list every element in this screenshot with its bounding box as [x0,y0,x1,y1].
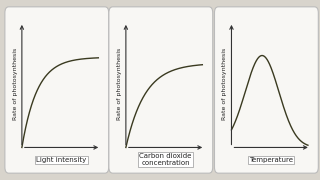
Text: Carbon dioxide
concentration: Carbon dioxide concentration [139,153,192,166]
FancyBboxPatch shape [109,7,213,173]
FancyBboxPatch shape [5,7,109,173]
Text: Rate of photosynthesis: Rate of photosynthesis [117,48,122,120]
FancyBboxPatch shape [214,7,318,173]
Text: Temperature: Temperature [249,157,293,163]
Text: Rate of photosynthesis: Rate of photosynthesis [222,48,228,120]
Text: Rate of photosynthesis: Rate of photosynthesis [13,48,18,120]
Text: Light intensity: Light intensity [36,157,87,163]
